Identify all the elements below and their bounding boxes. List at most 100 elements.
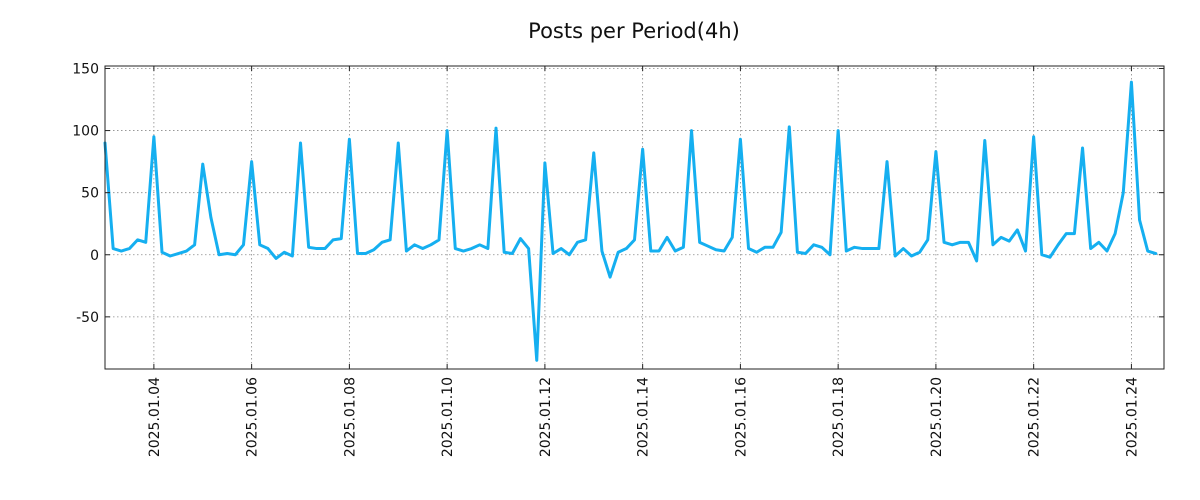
data-point	[731, 236, 733, 238]
data-point	[259, 244, 261, 246]
data-point	[1065, 233, 1067, 235]
y-tick-label: 150	[72, 61, 99, 77]
data-point	[503, 251, 505, 253]
data-point	[552, 252, 554, 255]
data-point	[128, 247, 131, 250]
data-point	[1130, 81, 1133, 83]
data-point	[829, 254, 831, 256]
axis-ticks	[105, 66, 1164, 369]
x-tick-label: 2025.01.06	[245, 377, 261, 457]
data-point	[194, 244, 196, 246]
data-point	[381, 241, 383, 243]
data-point	[870, 247, 872, 250]
x-tick-label: 2025.01.08	[342, 377, 358, 457]
data-point	[356, 252, 359, 255]
data-point	[1114, 233, 1116, 235]
data-point	[251, 161, 253, 163]
data-point	[585, 239, 587, 241]
data-point	[927, 239, 929, 241]
x-tick-label: 2025.01.04	[147, 377, 163, 457]
data-point	[910, 255, 913, 257]
data-point	[967, 241, 970, 243]
chart-title: Posts per Period(4h)	[528, 19, 740, 43]
data-point	[642, 148, 644, 150]
data-point	[389, 239, 391, 241]
data-point	[185, 250, 188, 252]
data-point	[332, 239, 334, 241]
x-tick-label: 2025.01.20	[929, 377, 945, 457]
data-point	[992, 244, 994, 246]
data-point	[1008, 240, 1010, 242]
data-point	[1016, 229, 1018, 231]
data-point	[495, 127, 497, 129]
data-point	[324, 247, 326, 250]
data-point	[226, 252, 228, 255]
data-point	[1049, 256, 1051, 258]
data-point	[772, 246, 774, 248]
y-tick-label: 50	[81, 186, 99, 202]
data-point	[837, 129, 839, 132]
data-point	[1057, 244, 1059, 246]
data-point	[902, 247, 904, 250]
data-point	[153, 136, 155, 138]
data-point	[405, 250, 408, 252]
data-point	[454, 247, 456, 250]
data-point	[593, 152, 595, 154]
data-point	[1041, 254, 1043, 256]
data-point	[479, 244, 481, 246]
data-point	[788, 126, 790, 128]
data-point	[764, 246, 766, 248]
data-point	[438, 239, 440, 241]
data-point	[511, 252, 513, 255]
data-point	[747, 247, 750, 250]
data-point	[544, 162, 546, 164]
data-point	[267, 247, 269, 250]
x-tick-label: 2025.01.10	[440, 377, 456, 457]
data-point	[430, 244, 432, 246]
plot-frame	[104, 65, 1165, 370]
data-point	[202, 163, 204, 165]
data-point	[723, 250, 725, 252]
data-point	[633, 239, 636, 241]
data-point	[136, 239, 139, 241]
data-point	[576, 241, 579, 243]
data-point	[984, 139, 986, 142]
data-point	[1138, 219, 1141, 221]
data-point	[804, 252, 807, 255]
y-tick-label: -50	[76, 310, 99, 326]
data-point	[919, 251, 921, 253]
data-point	[609, 276, 611, 278]
data-point	[413, 244, 416, 246]
x-tick-label: 2025.01.12	[538, 377, 554, 457]
data-point	[299, 142, 302, 144]
data-point	[560, 247, 562, 250]
data-point	[1147, 250, 1149, 252]
data-point	[715, 249, 717, 251]
data-point	[1000, 236, 1002, 238]
data-point	[316, 247, 318, 250]
data-point	[373, 249, 375, 251]
data-point	[976, 260, 978, 262]
data-point	[1098, 241, 1100, 243]
data-point	[397, 142, 399, 144]
data-point	[650, 250, 652, 252]
data-point	[519, 238, 522, 240]
data-point	[861, 247, 864, 250]
data-point	[674, 250, 676, 252]
data-point	[1155, 252, 1157, 255]
x-tick-label: 2025.01.16	[733, 377, 749, 457]
data-point	[283, 251, 285, 253]
data-point	[145, 241, 147, 243]
data-point	[878, 247, 880, 250]
series-points	[104, 81, 1157, 361]
data-point	[462, 250, 465, 252]
data-point	[853, 246, 856, 248]
data-point	[943, 241, 945, 243]
data-point	[308, 246, 310, 248]
data-point	[739, 138, 742, 140]
data-point	[690, 129, 693, 132]
data-point	[210, 216, 212, 219]
grid-lines	[105, 66, 1164, 369]
data-point	[666, 236, 668, 238]
